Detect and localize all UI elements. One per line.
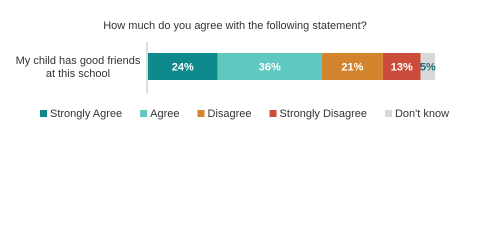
legend-label: Strongly Agree	[50, 108, 122, 120]
legend-swatch	[40, 110, 47, 117]
legend-swatch	[384, 110, 392, 117]
chart-container: How much do you agree with the following…	[15, 20, 449, 120]
legend-swatch	[197, 110, 205, 117]
value-label: 24%	[172, 61, 194, 73]
legend-label: Don't know	[395, 108, 449, 120]
legend-label: Strongly Disagree	[280, 108, 367, 120]
category-label: My child has good friends at this school	[15, 55, 141, 80]
value-label: 21%	[341, 61, 363, 73]
legend-swatch	[269, 110, 277, 117]
chart-title: How much do you agree with the following…	[103, 20, 367, 32]
legend-swatch	[140, 110, 148, 117]
value-label: 13%	[391, 61, 413, 73]
value-label: 5%	[420, 61, 436, 73]
bar-segment	[217, 53, 322, 80]
chart: How much do you agree with the following…	[40, 20, 449, 120]
bar-segment	[420, 53, 436, 80]
legend-label: Disagree	[208, 108, 252, 120]
value-label: 36%	[259, 61, 281, 73]
bar-segment	[148, 53, 218, 80]
bar-segment	[382, 53, 421, 80]
bar-segment	[322, 53, 383, 80]
legend-label: Agree	[150, 108, 179, 120]
